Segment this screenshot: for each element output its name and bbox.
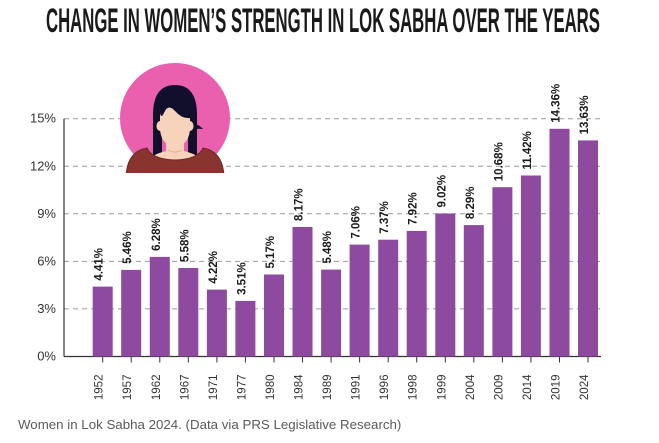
svg-text:6%: 6% <box>37 253 56 268</box>
svg-text:4.22%: 4.22% <box>208 251 220 284</box>
svg-text:3.51%: 3.51% <box>236 262 248 295</box>
svg-text:7.37%: 7.37% <box>379 201 391 234</box>
svg-text:1984: 1984 <box>294 374 306 400</box>
svg-text:2019: 2019 <box>551 375 563 401</box>
svg-text:2024: 2024 <box>579 374 591 400</box>
svg-text:2004: 2004 <box>465 374 477 400</box>
svg-text:5.58%: 5.58% <box>179 229 191 262</box>
svg-text:1999: 1999 <box>436 375 448 401</box>
svg-text:7.92%: 7.92% <box>408 192 420 225</box>
svg-text:1998: 1998 <box>408 375 420 401</box>
svg-text:14.36%: 14.36% <box>551 84 563 123</box>
svg-text:3%: 3% <box>37 301 56 316</box>
svg-text:8.29%: 8.29% <box>465 186 477 219</box>
svg-text:2014: 2014 <box>522 374 534 400</box>
svg-text:1967: 1967 <box>179 375 191 401</box>
svg-text:1977: 1977 <box>236 375 248 401</box>
svg-text:1991: 1991 <box>351 375 363 401</box>
svg-text:12%: 12% <box>30 158 56 173</box>
svg-text:7.06%: 7.06% <box>351 206 363 239</box>
svg-text:1971: 1971 <box>208 375 220 401</box>
svg-text:10.68%: 10.68% <box>493 142 505 181</box>
svg-text:2009: 2009 <box>493 375 505 400</box>
svg-text:5.48%: 5.48% <box>322 231 334 264</box>
svg-text:1962: 1962 <box>151 375 163 401</box>
svg-text:6.28%: 6.28% <box>151 218 163 251</box>
svg-text:0%: 0% <box>37 349 56 364</box>
svg-text:15%: 15% <box>30 111 56 126</box>
svg-text:1952: 1952 <box>94 375 106 401</box>
svg-text:9%: 9% <box>37 206 56 221</box>
svg-text:1957: 1957 <box>122 375 134 401</box>
svg-text:9.02%: 9.02% <box>436 175 448 208</box>
svg-text:13.63%: 13.63% <box>579 95 591 134</box>
svg-text:1996: 1996 <box>379 375 391 401</box>
svg-text:1989: 1989 <box>322 375 334 401</box>
svg-text:1980: 1980 <box>265 375 277 401</box>
svg-text:5.46%: 5.46% <box>122 231 134 264</box>
svg-text:11.42%: 11.42% <box>522 131 534 169</box>
svg-text:4.41%: 4.41% <box>94 248 106 281</box>
svg-text:5.17%: 5.17% <box>265 236 277 269</box>
svg-text:8.17%: 8.17% <box>294 188 306 221</box>
